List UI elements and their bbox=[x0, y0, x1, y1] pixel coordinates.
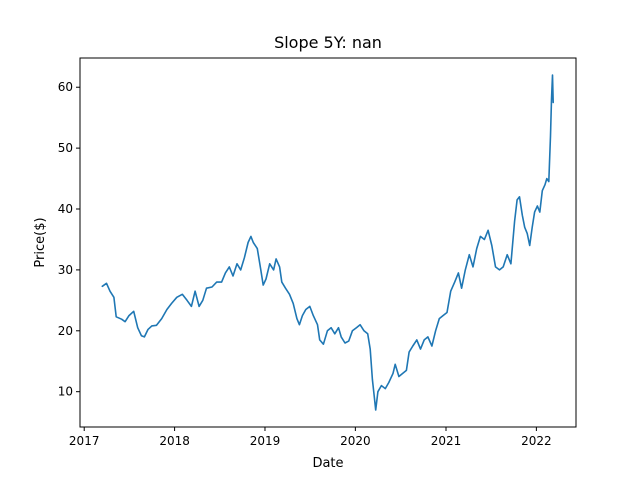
y-tick-label-0: 10 bbox=[58, 385, 73, 399]
x-tick-label-4: 2021 bbox=[431, 434, 462, 448]
y-axis-label: Price($) bbox=[33, 217, 48, 267]
x-tick-label-5: 2022 bbox=[521, 434, 552, 448]
x-axis: 2017 2018 2019 2020 2021 2022 bbox=[69, 427, 552, 448]
y-tick-label-5: 60 bbox=[58, 80, 73, 94]
x-tick-label-1: 2018 bbox=[159, 434, 190, 448]
y-tick-label-3: 40 bbox=[58, 202, 73, 216]
chart-title: Slope 5Y: nan bbox=[274, 33, 382, 52]
y-tick-label-1: 20 bbox=[58, 324, 73, 338]
series-layer bbox=[101, 74, 554, 411]
series-line-0 bbox=[101, 74, 554, 411]
x-axis-label: Date bbox=[312, 456, 343, 471]
x-tick-label-0: 2017 bbox=[69, 434, 100, 448]
y-tick-label-2: 30 bbox=[58, 263, 73, 277]
y-axis: 10 20 30 40 50 60 bbox=[58, 80, 80, 399]
x-tick-label-2: 2019 bbox=[250, 434, 281, 448]
plot-frame bbox=[79, 57, 577, 428]
x-tick-label-3: 2020 bbox=[340, 434, 371, 448]
y-tick-label-4: 50 bbox=[58, 141, 73, 155]
